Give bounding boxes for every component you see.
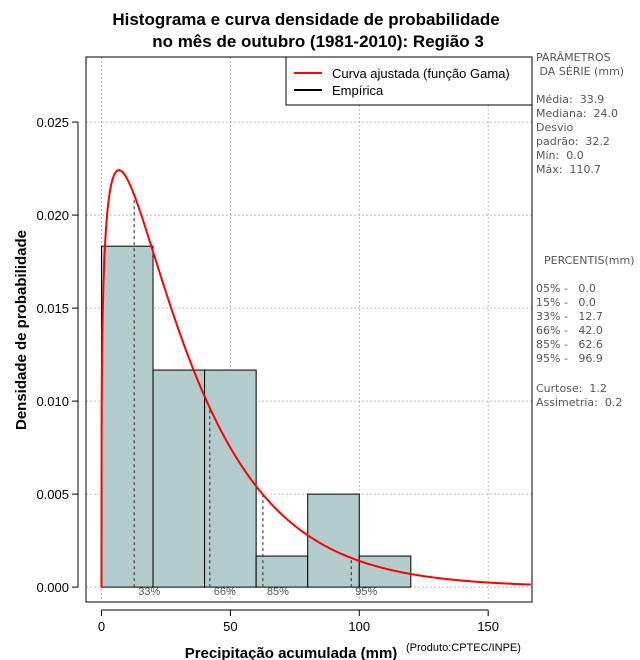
y-tick-label-4: 0.020 — [36, 208, 69, 223]
legend: Curva ajustada (função Gama) Empírica — [285, 56, 533, 106]
x-tick-label-1: 50 — [223, 619, 237, 634]
chart-title-line1: Histograma e curva densidade de probabil… — [112, 10, 499, 29]
y-tick-label-1: 0.005 — [36, 487, 69, 502]
percentile-label-0: 33% — [138, 586, 160, 598]
y-axis-title: Densidade de probabilidade — [13, 230, 30, 430]
percentile-label-2: 85% — [267, 586, 289, 598]
legend-box — [285, 56, 533, 106]
y-tick-label-0: 0.000 — [36, 580, 69, 595]
percentis-title: PERCENTIS(mm) — [544, 254, 635, 267]
y-tick-label-3: 0.015 — [36, 301, 69, 316]
x-axis-title: Precipitação acumulada (mm) — [185, 645, 398, 660]
percentis-list: 05% - 0.0 15% - 0.0 33% - 12.7 66% - 42.… — [536, 282, 603, 365]
y-axis: 0.000 0.005 0.010 0.015 0.020 0.025 — [36, 115, 79, 595]
legend-label-curve: Curva ajustada (função Gama) — [332, 66, 510, 81]
percentile-label-1: 66% — [214, 586, 236, 598]
histogram-bar-3 — [255, 555, 309, 588]
gamma-fit-curve — [100, 169, 531, 588]
x-axis: 0 50 100 150 — [98, 609, 499, 634]
params-title: PARÂMETROS DA SÉRIE (mm) — [536, 51, 625, 78]
y-tick-label-2: 0.010 — [36, 394, 69, 409]
chart-title-line2: no mês de outubro (1981-2010): Região 3 — [152, 32, 484, 51]
percentile-lines: 33% 66% 85% 95% — [133, 194, 378, 598]
stats-list: Curtose: 1.2 Assimetria: 0.2 — [536, 382, 623, 409]
x-tick-label-0: 0 — [98, 619, 105, 634]
x-tick-label-2: 100 — [348, 619, 370, 634]
product-credit: (Produto:CPTEC/INPE) — [406, 642, 521, 654]
histogram-bar-2 — [204, 369, 257, 588]
params-list: Média: 33.9 Mediana: 24.0 Desvio padrão:… — [536, 93, 618, 176]
histogram-bar-0 — [100, 245, 154, 588]
histogram-bars — [100, 245, 412, 588]
percentile-label-3: 95% — [355, 586, 377, 598]
y-tick-label-5: 0.025 — [36, 115, 69, 130]
histogram-bar-1 — [152, 369, 206, 588]
x-tick-label-3: 150 — [477, 619, 499, 634]
legend-label-empirical: Empírica — [332, 83, 384, 98]
